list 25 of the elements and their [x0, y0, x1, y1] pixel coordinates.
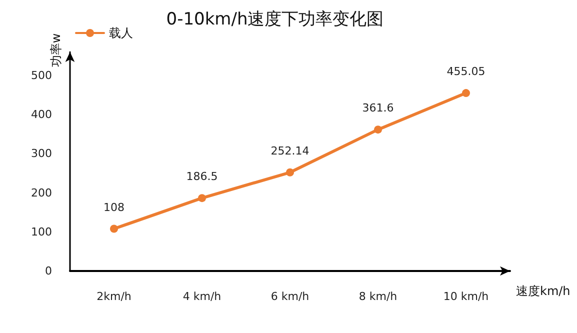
- y-tick-label: 300: [31, 147, 52, 160]
- point: [462, 89, 470, 98]
- x-axis-title: 速度km/h: [516, 284, 570, 298]
- x-tick-label: 4 km/h: [182, 290, 222, 303]
- chart-title: 0-10km/h速度下功率变化图: [166, 10, 384, 30]
- legend-label: 载人: [109, 26, 133, 40]
- point: [110, 224, 118, 233]
- data-label: 361.6: [362, 102, 394, 115]
- data-label: 455.05: [446, 65, 486, 78]
- data-label: 108: [104, 200, 124, 214]
- data-label: 252.14: [270, 144, 310, 158]
- point: [374, 126, 382, 134]
- y-tick-label: 500: [31, 68, 52, 82]
- x-tick-label: 6 km/h: [270, 290, 310, 303]
- y-tick-label: 0: [45, 264, 52, 278]
- x-tick-label: 8 km/h: [358, 290, 398, 303]
- point: [286, 168, 294, 176]
- y-tick-label: 100: [31, 225, 52, 238]
- y-tick-label: 200: [31, 186, 52, 200]
- y-axis-title: 功率w: [49, 33, 63, 68]
- x-tick-label: 10 km/h: [443, 290, 489, 303]
- data-label: 186.5: [186, 170, 218, 184]
- y-tick-label: 400: [31, 108, 52, 122]
- x-tick-label: 2km/h: [96, 290, 132, 303]
- point: [198, 194, 206, 202]
